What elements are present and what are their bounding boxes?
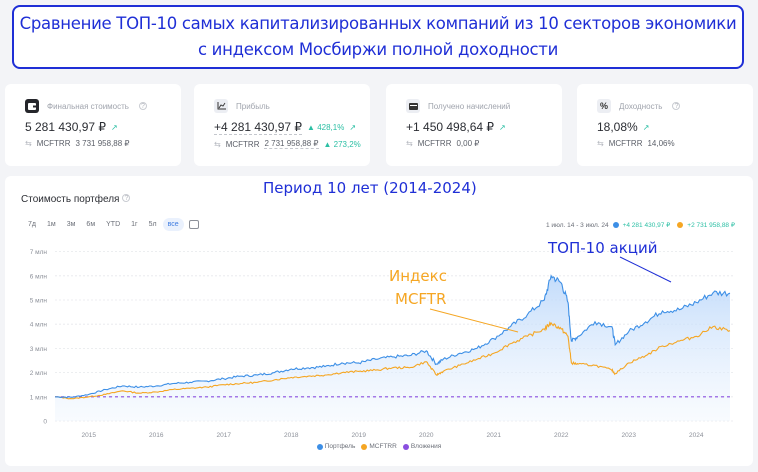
period-annotation: Период 10 лет (2014-2024) bbox=[263, 179, 477, 197]
change-percent: ▲ 428,1% bbox=[307, 123, 345, 132]
index-dot-icon bbox=[361, 443, 368, 450]
svg-text:Индекс: Индекс bbox=[389, 267, 447, 285]
svg-text:2021: 2021 bbox=[487, 432, 502, 439]
range-1y[interactable]: 1г bbox=[131, 221, 138, 228]
trend-up-icon: ↗ bbox=[111, 122, 118, 132]
svg-text:6 млн: 6 млн bbox=[30, 273, 48, 280]
card-profit: Прибыль +4 281 430,97 ₽ ▲ 428,1% ↗ ⇆ MCF… bbox=[194, 84, 370, 166]
card-yield: % Доходность? 18,08% ↗ ⇆ MCFTRR 14,06% bbox=[577, 84, 753, 166]
svg-text:2020: 2020 bbox=[419, 432, 434, 439]
benchmark-name: MCFTRR bbox=[225, 139, 260, 149]
svg-text:7 млн: 7 млн bbox=[30, 249, 48, 256]
portfolio-dot-icon bbox=[316, 443, 323, 450]
benchmark-name: MCFTRR bbox=[417, 139, 452, 148]
title-banner: Сравнение ТОП-10 самых капитализированны… bbox=[12, 5, 744, 69]
card-value: +1 450 498,64 ₽ bbox=[406, 120, 495, 134]
chart-line-icon bbox=[214, 99, 228, 113]
svg-text:2023: 2023 bbox=[622, 432, 637, 439]
legend-investment[interactable]: Вложения bbox=[402, 443, 441, 450]
svg-text:ТОП-10 акций: ТОП-10 акций bbox=[547, 239, 657, 257]
range-ytd[interactable]: YTD bbox=[106, 221, 121, 228]
svg-text:MCFTR: MCFTR bbox=[395, 290, 446, 308]
compare-icon: ⇆ bbox=[406, 139, 413, 148]
range-selector: 7д 1м 3м 6м YTD 1г 5л все bbox=[23, 218, 199, 231]
range-3m[interactable]: 3м bbox=[66, 221, 76, 228]
legend-portfolio[interactable]: Портфель bbox=[316, 443, 355, 450]
benchmark-change-percent: ▲ 273,2% bbox=[323, 139, 361, 149]
benchmark-value: 0,00 ₽ bbox=[456, 139, 480, 148]
help-icon[interactable]: ? bbox=[672, 102, 681, 110]
svg-text:2022: 2022 bbox=[554, 432, 569, 439]
trend-up-icon: ↗ bbox=[499, 122, 506, 132]
banner-line-2: с индексом Мосбиржи полной доходности bbox=[197, 40, 559, 59]
wallet-icon bbox=[25, 99, 39, 113]
calendar-icon[interactable] bbox=[188, 220, 199, 229]
svg-text:2024: 2024 bbox=[689, 432, 704, 439]
svg-text:0: 0 bbox=[43, 419, 47, 426]
trend-up-icon: ↗ bbox=[642, 122, 650, 132]
compare-icon: ⇆ bbox=[214, 139, 221, 149]
summary-period: 1 июл. 14 - 3 июл. 24 bbox=[545, 221, 609, 229]
svg-text:1 млн: 1 млн bbox=[30, 394, 48, 401]
range-6m[interactable]: 6м bbox=[86, 221, 96, 228]
investment-dot-icon bbox=[402, 443, 409, 450]
card-label: Получено начислений bbox=[428, 101, 511, 111]
portfolio-chart-card: Стоимость портфеля? Период 10 лет (2014-… bbox=[5, 176, 753, 466]
help-icon[interactable]: ? bbox=[122, 194, 131, 202]
card-payouts: Получено начислений +1 450 498,64 ₽ ↗ ⇆ … bbox=[386, 84, 562, 166]
range-7d[interactable]: 7д bbox=[28, 221, 36, 228]
banner-line-1: Сравнение ТОП-10 самых капитализированны… bbox=[19, 14, 737, 33]
svg-text:5 млн: 5 млн bbox=[30, 298, 48, 305]
card-label: Прибыль bbox=[236, 101, 270, 111]
svg-text:3 млн: 3 млн bbox=[30, 346, 48, 353]
summary-portfolio: +4 281 430,97 ₽ bbox=[622, 222, 671, 229]
svg-text:2018: 2018 bbox=[284, 432, 299, 439]
range-all[interactable]: все bbox=[162, 218, 184, 231]
card-label: Финальная стоимость bbox=[47, 101, 129, 111]
range-5y[interactable]: 5л bbox=[148, 221, 157, 228]
benchmark-name: MCFTRR bbox=[608, 139, 643, 148]
help-icon[interactable]: ? bbox=[138, 102, 147, 110]
svg-text:2 млн: 2 млн bbox=[30, 370, 48, 377]
benchmark-name: MCFTRR bbox=[36, 139, 71, 148]
card-value: +4 281 430,97 ₽ bbox=[214, 120, 303, 135]
chart-summary: 1 июл. 14 - 3 июл. 24 +4 281 430,97 ₽ +2… bbox=[545, 221, 735, 230]
legend-index[interactable]: MCFTRR bbox=[361, 443, 397, 450]
summary-index: +2 731 958,88 ₽ bbox=[687, 222, 735, 229]
payments-icon bbox=[406, 99, 420, 113]
svg-text:2017: 2017 bbox=[217, 432, 232, 439]
line-chart[interactable]: 0 1 млн 2 млн 3 млн 4 млн 5 млн 6 млн 7 млн 2015… bbox=[5, 176, 753, 466]
range-1m[interactable]: 1м bbox=[46, 221, 56, 228]
card-final-value: Финальная стоимость? 5 281 430,97 ₽ ↗ ⇆ … bbox=[5, 84, 181, 166]
benchmark-value: 2 731 958,88 ₽ bbox=[264, 139, 319, 149]
benchmark-value: 3 731 958,88 ₽ bbox=[75, 139, 130, 148]
svg-text:4 млн: 4 млн bbox=[30, 322, 48, 329]
card-label: Доходность bbox=[619, 101, 663, 111]
benchmark-value: 14,06% bbox=[647, 139, 675, 148]
svg-text:2019: 2019 bbox=[352, 432, 367, 439]
card-value: 18,08% bbox=[597, 120, 638, 134]
percent-icon: % bbox=[597, 99, 611, 113]
compare-icon: ⇆ bbox=[597, 139, 604, 148]
index-dot-icon bbox=[677, 222, 684, 228]
chart-legend: Портфель MCFTRR Вложения bbox=[5, 443, 753, 450]
chart-title: Стоимость портфеля? bbox=[21, 194, 131, 205]
svg-text:2015: 2015 bbox=[82, 432, 97, 439]
portfolio-dot-icon bbox=[612, 222, 619, 228]
compare-icon: ⇆ bbox=[25, 139, 32, 148]
trend-up-icon: ↗ bbox=[349, 123, 357, 132]
card-value: 5 281 430,97 ₽ bbox=[25, 120, 107, 134]
svg-text:2016: 2016 bbox=[149, 432, 164, 439]
